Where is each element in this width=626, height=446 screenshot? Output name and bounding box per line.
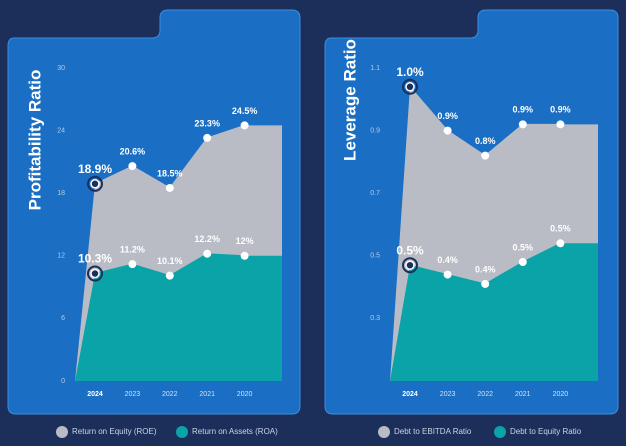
data-label: 11.2% xyxy=(120,245,145,255)
x-tick-label: 2021 xyxy=(515,391,531,398)
point xyxy=(240,251,249,260)
data-label: 12.2% xyxy=(194,234,220,244)
point xyxy=(443,126,452,135)
x-tick-label: 2023 xyxy=(125,391,141,398)
chart-title: Leverage Ratio xyxy=(340,39,359,161)
point xyxy=(556,239,565,248)
legend-swatch xyxy=(378,426,390,438)
data-label: 0.9% xyxy=(513,105,534,115)
x-tick-label: 2020 xyxy=(553,391,569,398)
area-fill xyxy=(390,243,598,381)
point xyxy=(481,279,490,288)
legend-swatch xyxy=(494,426,506,438)
point xyxy=(165,271,174,280)
x-tick-label: 2023 xyxy=(440,391,456,398)
data-label: 18.9% xyxy=(78,162,112,176)
y-tick-label: 0.5 xyxy=(370,253,380,260)
point xyxy=(240,121,249,130)
data-label: 0.9% xyxy=(437,111,458,121)
data-label: 20.6% xyxy=(120,146,146,156)
data-label: 10.1% xyxy=(157,256,183,266)
y-tick-label: 24 xyxy=(57,127,65,134)
y-tick-label: 1.1 xyxy=(370,65,380,72)
point xyxy=(405,82,415,92)
data-label: 1.0% xyxy=(396,65,424,79)
legend-label: Debt to Equity Ratio xyxy=(510,427,582,436)
point xyxy=(518,258,527,267)
data-label: 0.4% xyxy=(437,255,458,265)
y-tick-label: 0.9 xyxy=(370,127,380,134)
x-tick-label: 2020 xyxy=(237,391,253,398)
point-ring xyxy=(87,175,103,192)
point-ring xyxy=(87,265,103,282)
x-tick-label: 2024 xyxy=(87,391,103,398)
legend-label: Return on Assets (ROA) xyxy=(192,427,278,436)
point xyxy=(481,151,490,160)
y-tick-label: 6 xyxy=(61,315,65,322)
x-tick-label: 2022 xyxy=(162,391,178,398)
data-label: 23.3% xyxy=(194,118,220,128)
data-label: 18.5% xyxy=(157,168,183,178)
x-tick-label: 2022 xyxy=(477,391,493,398)
y-tick-label: 0.3 xyxy=(370,315,380,322)
data-label: 0.8% xyxy=(475,136,496,146)
data-label: 12% xyxy=(236,236,254,246)
point xyxy=(128,162,137,171)
point xyxy=(556,120,565,129)
point xyxy=(165,183,174,192)
y-tick-label: 12 xyxy=(57,253,65,260)
point xyxy=(518,120,527,129)
x-tick-label: 2024 xyxy=(402,391,418,398)
y-tick-label: 18 xyxy=(57,190,65,197)
point-ring xyxy=(402,257,418,274)
data-label: 0.5% xyxy=(396,243,424,257)
y-tick-label: 0.7 xyxy=(370,190,380,197)
legend-label: Debt to EBITDA Ratio xyxy=(394,427,472,436)
point xyxy=(90,179,100,189)
point xyxy=(128,260,137,269)
data-label: 24.5% xyxy=(232,106,258,116)
point xyxy=(405,260,415,270)
data-label: 10.3% xyxy=(78,252,112,266)
data-label: 0.9% xyxy=(550,105,571,115)
y-tick-label: 0 xyxy=(61,378,65,385)
area-fill xyxy=(75,253,282,381)
data-label: 0.4% xyxy=(475,264,496,274)
point xyxy=(203,249,212,258)
chart-title: Profitability Ratio xyxy=(25,70,44,211)
data-label: 0.5% xyxy=(513,242,534,252)
legend-swatch xyxy=(56,426,68,438)
legend-label: Return on Equity (ROE) xyxy=(72,427,157,436)
point xyxy=(443,270,452,279)
x-tick-label: 2021 xyxy=(199,391,215,398)
legend-swatch xyxy=(176,426,188,438)
y-tick-label: 30 xyxy=(57,65,65,72)
point xyxy=(203,133,212,142)
point-ring xyxy=(402,78,418,95)
point xyxy=(90,268,100,279)
data-label: 0.5% xyxy=(550,224,571,234)
